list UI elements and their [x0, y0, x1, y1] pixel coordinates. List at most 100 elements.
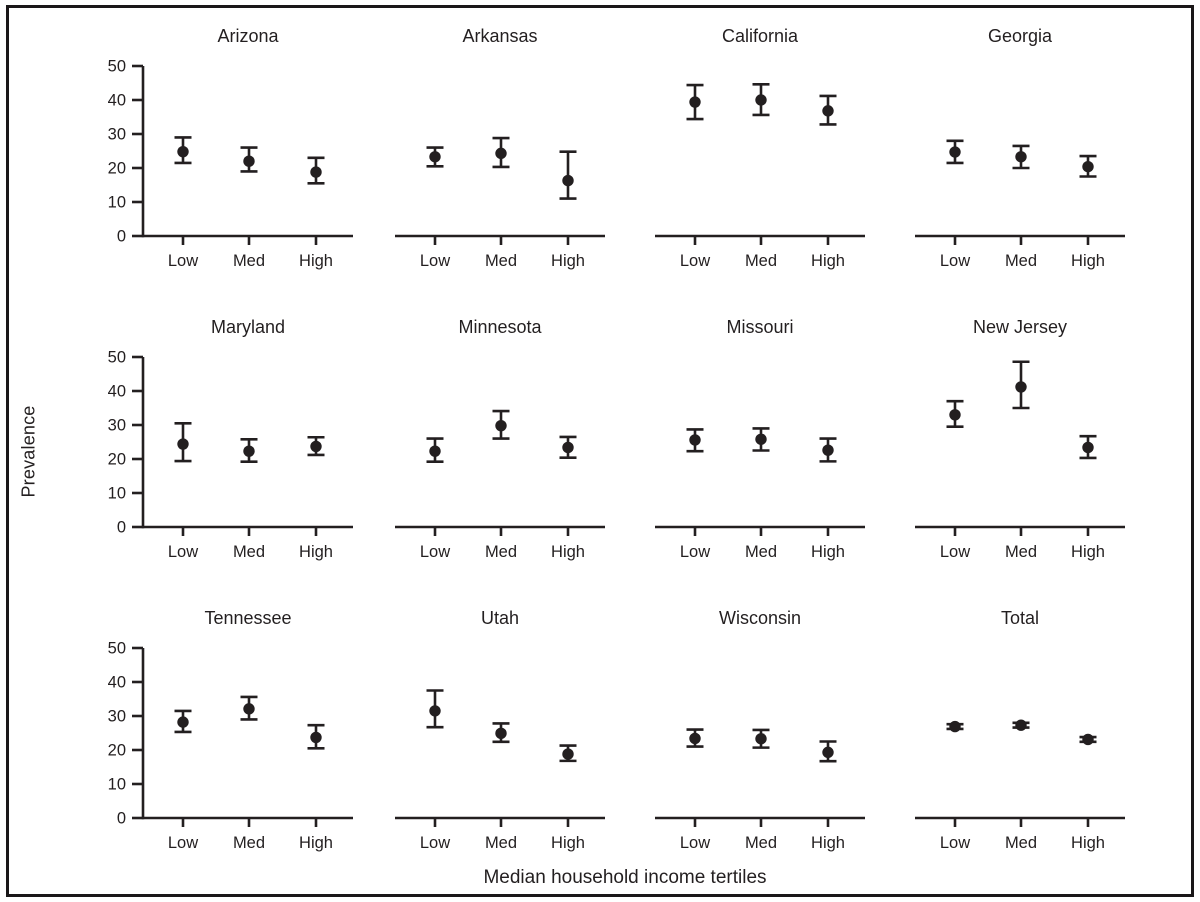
x-tick-label: Med [485, 834, 517, 852]
data-point [1015, 381, 1027, 393]
x-tick-label: Low [940, 543, 970, 561]
x-tick-label: Med [745, 834, 777, 852]
plot-wisconsin: Wisconsin Low Med High [655, 608, 865, 852]
data-point [495, 147, 507, 160]
data-point [1015, 719, 1027, 731]
plot-missouri: Missouri Low Med High [655, 317, 865, 561]
data-point [310, 440, 322, 453]
panel-title: Missouri [726, 317, 793, 337]
x-tick-label: Low [420, 543, 450, 561]
x-tick-label: High [299, 543, 333, 561]
data-point [243, 703, 255, 715]
data-point [495, 727, 507, 740]
data-point [755, 94, 767, 106]
panel-title: Utah [481, 608, 519, 628]
panel-arkansas: Arkansas Low Med High [385, 14, 615, 281]
data-point [1082, 441, 1094, 454]
y-tick-label: 10 [108, 485, 126, 503]
x-tick-label: High [551, 834, 585, 852]
data-point [562, 441, 574, 454]
x-tick-label: Med [1005, 252, 1037, 270]
x-tick-label: Low [168, 543, 198, 561]
panel-title: Arkansas [462, 26, 537, 46]
panel-title: Total [1001, 608, 1039, 628]
panel-title: Arizona [217, 26, 279, 46]
plot-minnesota: Minnesota Low Med High [395, 317, 605, 561]
data-point [822, 444, 834, 456]
data-point [949, 146, 961, 158]
panel-wisconsin: Wisconsin Low Med High [645, 596, 875, 863]
x-tick-label: Med [233, 543, 265, 561]
data-point [310, 166, 322, 178]
data-point [689, 732, 701, 745]
plot-maryland: Maryland 0 10 20 30 40 50 Low Med High [108, 317, 353, 561]
y-tick-label: 30 [108, 708, 126, 726]
panel-total: Total Low Med High [905, 596, 1135, 863]
plot-total: Total Low Med High [915, 608, 1125, 852]
data-point [1082, 160, 1094, 173]
y-tick-label: 20 [108, 742, 126, 760]
data-point [562, 174, 574, 187]
x-tick-label: Low [680, 834, 710, 852]
data-point [177, 145, 189, 158]
y-tick-label: 40 [108, 92, 126, 110]
data-point [243, 445, 255, 457]
panel-missouri: Missouri Low Med High [645, 305, 875, 572]
data-point [429, 705, 441, 717]
panel-title: Minnesota [458, 317, 542, 337]
data-point [755, 433, 767, 445]
x-tick-label: Low [420, 834, 450, 852]
panel-title: Maryland [211, 317, 285, 337]
data-point [429, 151, 441, 163]
plot-tennessee: Tennessee 0 10 20 30 40 50 Low Med High [108, 608, 353, 852]
y-tick-label: 0 [117, 519, 126, 537]
x-tick-label: Med [485, 543, 517, 561]
panel-new-jersey: New Jersey Low Med High [905, 305, 1135, 572]
y-tick-label: 20 [108, 160, 126, 178]
y-tick-label: 10 [108, 776, 126, 794]
plot-arkansas: Arkansas Low Med High [395, 26, 605, 270]
data-point [689, 434, 701, 446]
x-tick-label: Low [680, 543, 710, 561]
x-tick-label: High [1071, 834, 1105, 852]
data-point [689, 96, 701, 108]
x-tick-label: Med [233, 834, 265, 852]
chart-area: Arizona 0 10 20 30 40 50 Low Med High Arkansas Low M… [55, 14, 1191, 894]
y-tick-label: 40 [108, 674, 126, 692]
y-tick-label: 50 [108, 349, 126, 367]
x-tick-label: High [1071, 543, 1105, 561]
x-tick-label: Low [420, 252, 450, 270]
panel-title: California [722, 26, 799, 46]
panel-maryland: Maryland 0 10 20 30 40 50 Low Med High [55, 305, 355, 572]
y-tick-label: 0 [117, 810, 126, 828]
data-point [429, 445, 441, 457]
data-point [755, 733, 767, 745]
panel-tennessee: Tennessee 0 10 20 30 40 50 Low Med High [55, 596, 355, 863]
x-tick-label: Low [680, 252, 710, 270]
y-axis-title: Prevalence [18, 404, 39, 498]
x-tick-label: Med [745, 252, 777, 270]
x-tick-label: Med [745, 543, 777, 561]
x-tick-label: Med [1005, 834, 1037, 852]
data-point [949, 720, 961, 733]
panel-title: Georgia [988, 26, 1053, 46]
panel-arizona: Arizona 0 10 20 30 40 50 Low Med High [55, 14, 355, 281]
x-tick-label: Low [940, 252, 970, 270]
y-tick-label: 30 [108, 126, 126, 144]
x-tick-label: High [299, 834, 333, 852]
x-axis-title: Median household income tertiles [483, 867, 767, 888]
panel-title: Wisconsin [719, 608, 801, 628]
x-tick-label: High [811, 252, 845, 270]
panel-title: Tennessee [204, 608, 291, 628]
x-tick-label: Low [940, 834, 970, 852]
data-point [822, 746, 834, 759]
x-tick-label: High [551, 543, 585, 561]
panel-utah: Utah Low Med High [385, 596, 615, 863]
x-tick-label: Low [168, 252, 198, 270]
data-point [243, 155, 255, 167]
x-tick-label: High [299, 252, 333, 270]
small-multiples-grid: Arizona 0 10 20 30 40 50 Low Med High Arkansas Low M… [55, 14, 1191, 863]
x-tick-label: High [811, 834, 845, 852]
y-tick-label: 50 [108, 640, 126, 658]
plot-arizona: Arizona 0 10 20 30 40 50 Low Med High [108, 26, 353, 270]
